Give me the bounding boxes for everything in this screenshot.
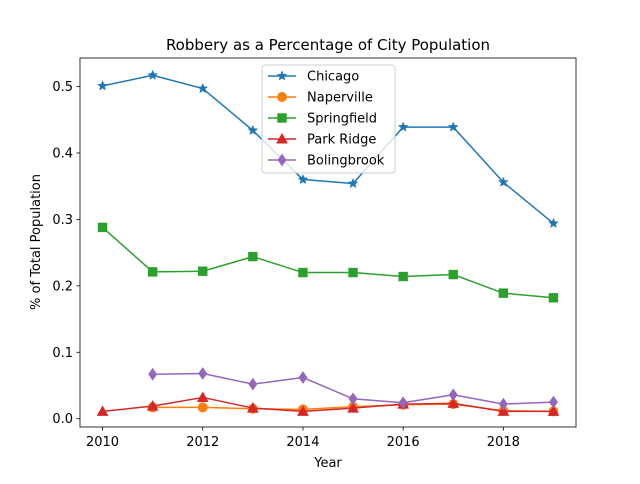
data-point-park-ridge-2014 bbox=[297, 405, 309, 416]
data-point-springfield-2017 bbox=[448, 269, 458, 280]
x-tick-label: 2014 bbox=[286, 435, 319, 450]
x-tick-label: 2010 bbox=[86, 435, 119, 450]
data-point-bolingbrook-2012 bbox=[198, 367, 208, 380]
chart-title: Robbery as a Percentage of City Populati… bbox=[166, 36, 490, 54]
data-point-chicago-2014 bbox=[297, 173, 309, 185]
data-point-chicago-2013 bbox=[247, 124, 259, 135]
data-point-springfield-2010 bbox=[97, 222, 108, 233]
data-point-naperville-2012 bbox=[197, 402, 208, 413]
y-tick-label: 0.0 bbox=[52, 412, 73, 427]
data-point-park-ridge-2012 bbox=[196, 391, 209, 402]
x-axis-label: Year bbox=[313, 456, 342, 471]
y-axis-label: % of Total Population bbox=[29, 174, 44, 310]
data-point-park-ridge-2018 bbox=[497, 405, 510, 416]
legend-marker-bolingbrook bbox=[277, 153, 287, 167]
y-tick-label: 0.4 bbox=[52, 146, 73, 161]
data-point-springfield-2012 bbox=[198, 266, 208, 276]
legend-label-bolingbrook: Bolingbrook bbox=[307, 154, 385, 169]
data-point-bolingbrook-2014 bbox=[298, 371, 308, 384]
y-tick-label: 0.3 bbox=[52, 213, 73, 228]
legend-label-naperville: Naperville bbox=[307, 91, 373, 106]
series-line-springfield bbox=[102, 226, 554, 299]
plot-area: 2010 2012 2014 2016 2018 0.0 0.1 0.2 0.3 0.4 0.5 bbox=[52, 57, 577, 450]
data-point-park-ridge-2010 bbox=[96, 405, 109, 416]
data-point-park-ridge-2011 bbox=[146, 400, 159, 411]
legend-label-park-ridge: Park Ridge bbox=[307, 133, 376, 148]
data-point-springfield-2016 bbox=[398, 271, 408, 282]
data-point-park-ridge-2013 bbox=[246, 402, 259, 413]
data-point-park-ridge-2017 bbox=[447, 397, 460, 408]
data-point-chicago-2017 bbox=[447, 121, 459, 132]
data-point-bolingbrook-2016 bbox=[398, 396, 408, 410]
data-point-bolingbrook-2018 bbox=[498, 397, 508, 411]
data-point-chicago-2015 bbox=[347, 177, 359, 189]
data-point-bolingbrook-2015 bbox=[348, 392, 358, 406]
y-tick-label: 0.1 bbox=[52, 346, 73, 361]
data-point-chicago-2016 bbox=[397, 121, 409, 132]
legend-label-springfield: Springfield bbox=[307, 112, 377, 127]
data-point-springfield-2018 bbox=[498, 288, 509, 298]
x-tick-label: 2018 bbox=[487, 435, 520, 450]
data-point-chicago-2019 bbox=[548, 217, 559, 228]
legend: Chicago Naperville Springfield Park Ridge Bo… bbox=[261, 64, 396, 174]
legend-marker-chicago bbox=[276, 70, 288, 81]
data-point-park-ridge-2019 bbox=[547, 405, 560, 416]
series-line-chicago bbox=[102, 74, 554, 224]
data-point-bolingbrook-2011 bbox=[148, 367, 158, 381]
data-point-springfield-2015 bbox=[348, 267, 358, 278]
data-point-springfield-2013 bbox=[248, 251, 258, 262]
data-point-chicago-2018 bbox=[497, 176, 509, 187]
data-point-springfield-2019 bbox=[548, 293, 559, 303]
data-point-springfield-2011 bbox=[147, 267, 158, 277]
plot-frame bbox=[79, 57, 577, 428]
legend-marker-park-ridge bbox=[276, 132, 288, 144]
data-point-bolingbrook-2019 bbox=[548, 395, 558, 409]
data-point-bolingbrook-2017 bbox=[448, 388, 458, 402]
legend-box bbox=[261, 64, 396, 174]
data-point-park-ridge-2015 bbox=[347, 402, 359, 413]
x-tick-label: 2012 bbox=[186, 435, 219, 450]
legend-marker-springfield bbox=[277, 113, 287, 123]
data-point-chicago-2010 bbox=[97, 80, 108, 91]
series-line-park-ridge bbox=[102, 396, 554, 413]
data-point-chicago-2011 bbox=[147, 69, 159, 80]
data-point-springfield-2014 bbox=[298, 267, 308, 278]
x-tick-label: 2016 bbox=[387, 435, 420, 450]
data-point-bolingbrook-2013 bbox=[248, 377, 258, 391]
y-tick-label: 0.5 bbox=[52, 80, 73, 95]
legend-marker-naperville bbox=[277, 92, 287, 102]
data-point-chicago-2012 bbox=[197, 82, 209, 94]
legend-label-chicago: Chicago bbox=[307, 70, 359, 85]
y-tick-label: 0.2 bbox=[52, 279, 73, 294]
